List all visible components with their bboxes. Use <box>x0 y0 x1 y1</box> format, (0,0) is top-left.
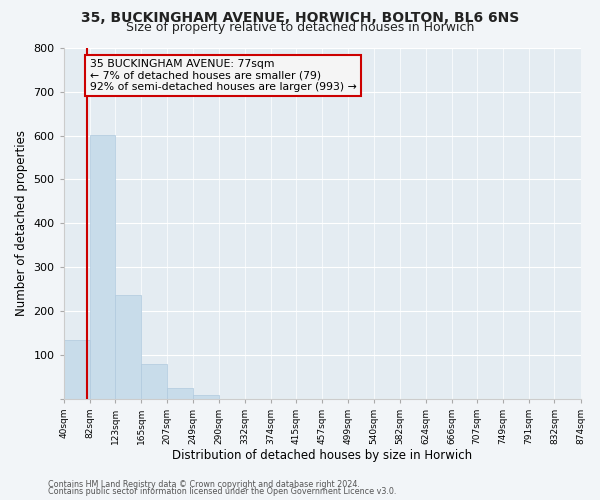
Text: Contains public sector information licensed under the Open Government Licence v3: Contains public sector information licen… <box>48 487 397 496</box>
X-axis label: Distribution of detached houses by size in Horwich: Distribution of detached houses by size … <box>172 450 472 462</box>
Y-axis label: Number of detached properties: Number of detached properties <box>15 130 28 316</box>
Bar <box>193 394 218 398</box>
Text: Contains HM Land Registry data © Crown copyright and database right 2024.: Contains HM Land Registry data © Crown c… <box>48 480 360 489</box>
Bar <box>141 364 167 398</box>
Bar <box>167 388 193 398</box>
Bar <box>64 340 90 398</box>
Text: 35, BUCKINGHAM AVENUE, HORWICH, BOLTON, BL6 6NS: 35, BUCKINGHAM AVENUE, HORWICH, BOLTON, … <box>81 11 519 25</box>
Bar <box>115 295 141 399</box>
Bar <box>90 135 115 398</box>
Text: 35 BUCKINGHAM AVENUE: 77sqm
← 7% of detached houses are smaller (79)
92% of semi: 35 BUCKINGHAM AVENUE: 77sqm ← 7% of deta… <box>90 59 356 92</box>
Text: Size of property relative to detached houses in Horwich: Size of property relative to detached ho… <box>126 21 474 34</box>
